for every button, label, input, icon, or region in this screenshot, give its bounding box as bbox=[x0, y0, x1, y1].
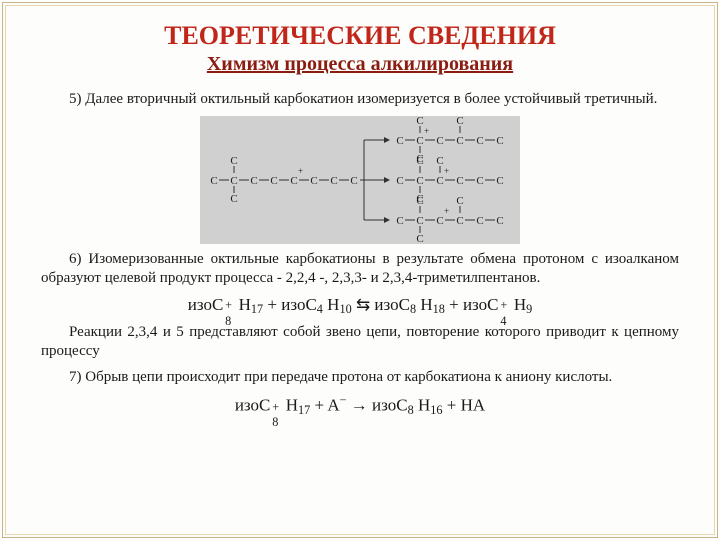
equation-chain-termination: изоC+8H17 + A− → изоC8 H16 + HA bbox=[41, 393, 679, 418]
svg-text:+: + bbox=[298, 166, 303, 176]
svg-text:C: C bbox=[456, 175, 463, 187]
svg-text:C: C bbox=[416, 195, 423, 207]
svg-text:C: C bbox=[436, 215, 443, 227]
paragraph-7: 7) Обрыв цепи происходит при передаче пр… bbox=[41, 368, 679, 388]
reaction-diagram: CCCCCCCC+CCCCCCCC+CCCCCCCCC+CCCCCCCCC+CC… bbox=[200, 116, 520, 244]
paragraph-5: 5) Далее вторичный октильный карбокатион… bbox=[41, 90, 679, 110]
svg-text:C: C bbox=[350, 175, 357, 187]
svg-text:C: C bbox=[210, 175, 217, 187]
paragraph-6: 6) Изомеризованные октильные карбокатион… bbox=[41, 250, 679, 289]
svg-text:C: C bbox=[436, 175, 443, 187]
svg-text:C: C bbox=[456, 215, 463, 227]
svg-text:C: C bbox=[496, 215, 503, 227]
svg-text:C: C bbox=[436, 155, 443, 167]
svg-text:C: C bbox=[230, 155, 237, 167]
svg-text:+: + bbox=[424, 126, 429, 136]
svg-text:C: C bbox=[476, 135, 483, 147]
svg-text:C: C bbox=[396, 175, 403, 187]
svg-text:C: C bbox=[476, 175, 483, 187]
svg-text:C: C bbox=[310, 175, 317, 187]
page-title: ТЕОРЕТИЧЕСКИЕ СВЕДЕНИЯ bbox=[41, 21, 679, 51]
svg-text:C: C bbox=[416, 116, 423, 127]
svg-text:+: + bbox=[444, 206, 449, 216]
svg-text:C: C bbox=[436, 135, 443, 147]
equation-hydride-transfer: изоC+8H17 + изоC4 H10 ⇆ изоC8 H18 + изоC… bbox=[41, 295, 679, 317]
svg-text:+: + bbox=[444, 166, 449, 176]
svg-text:C: C bbox=[416, 233, 423, 244]
svg-text:C: C bbox=[456, 116, 463, 127]
svg-text:C: C bbox=[416, 155, 423, 167]
svg-text:C: C bbox=[330, 175, 337, 187]
svg-text:C: C bbox=[496, 135, 503, 147]
svg-text:C: C bbox=[416, 215, 423, 227]
svg-text:C: C bbox=[456, 135, 463, 147]
svg-text:C: C bbox=[270, 175, 277, 187]
svg-text:C: C bbox=[416, 175, 423, 187]
svg-text:C: C bbox=[476, 215, 483, 227]
page-subtitle: Химизм процесса алкилирования bbox=[41, 53, 679, 76]
svg-text:C: C bbox=[250, 175, 257, 187]
svg-text:C: C bbox=[290, 175, 297, 187]
svg-text:C: C bbox=[230, 193, 237, 205]
svg-text:C: C bbox=[230, 175, 237, 187]
svg-text:C: C bbox=[396, 135, 403, 147]
paragraph-chain: Реакции 2,3,4 и 5 представляют собой зве… bbox=[41, 323, 679, 362]
svg-text:C: C bbox=[456, 195, 463, 207]
svg-text:C: C bbox=[396, 215, 403, 227]
svg-text:C: C bbox=[416, 135, 423, 147]
svg-text:C: C bbox=[496, 175, 503, 187]
